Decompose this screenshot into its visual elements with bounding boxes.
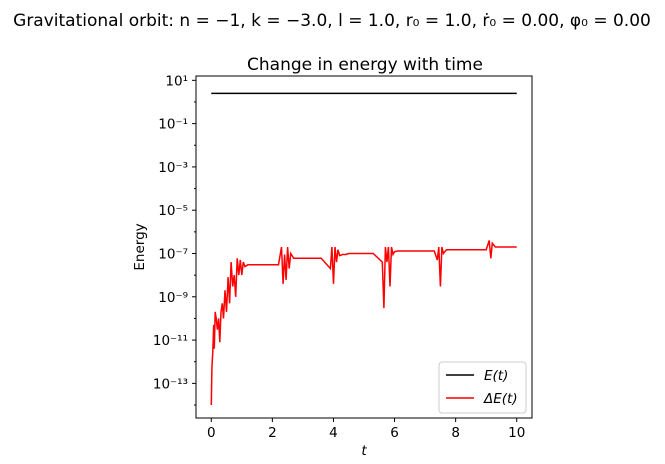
series-line-1 xyxy=(210,240,517,406)
x-axis-label: t xyxy=(361,443,367,459)
legend-label-e: E(t) xyxy=(484,368,508,384)
legend-label-delta-e: ΔE(t) xyxy=(483,391,518,407)
x-tick-label: 8 xyxy=(451,425,460,441)
y-tick-label: 10⁻⁷ xyxy=(158,246,188,262)
figure-suptitle: Gravitational orbit: n = −1, k = −3.0, l… xyxy=(13,11,651,31)
plot-frame xyxy=(195,75,533,419)
y-tick-label: 10⁻¹³ xyxy=(153,376,188,392)
y-tick-label: 10¹ xyxy=(165,73,188,89)
legend: E(t) ΔE(t) xyxy=(438,361,527,414)
y-axis-label: Energy xyxy=(132,223,148,270)
x-tick-label: 0 xyxy=(207,425,216,441)
y-tick-label: 10⁻³ xyxy=(158,160,188,176)
chart-title: Change in energy with time xyxy=(247,55,483,75)
y-tick-label: 10⁻¹ xyxy=(158,117,188,133)
x-axis-ticks: 0 2 4 6 8 10 xyxy=(207,418,525,441)
y-tick-label: 10⁻⁵ xyxy=(158,203,188,219)
x-tick-label: 4 xyxy=(329,425,338,441)
y-axis-ticks: 10¹ 10⁻¹ 10⁻³ 10⁻⁵ 10⁻⁷ 10⁻⁹ 10⁻¹¹ 10⁻¹³ xyxy=(153,73,196,406)
y-tick-label: 10⁻¹¹ xyxy=(153,333,188,349)
x-tick-label: 6 xyxy=(390,425,399,441)
x-tick-label: 10 xyxy=(508,425,525,441)
y-tick-label: 10⁻⁹ xyxy=(158,290,188,306)
series-layer xyxy=(210,92,517,406)
x-tick-label: 2 xyxy=(268,425,277,441)
